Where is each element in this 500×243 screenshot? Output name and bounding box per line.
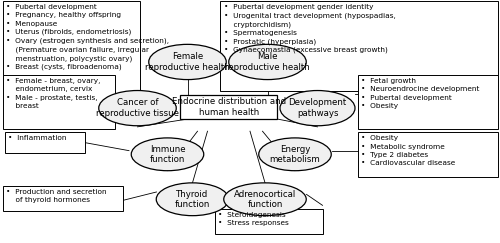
Ellipse shape	[156, 183, 229, 216]
Ellipse shape	[149, 44, 226, 80]
Text: •  Pubertal development gender identity
•  Urogenital tract development (hypospa: • Pubertal development gender identity •…	[224, 4, 395, 53]
Text: Cancer of
reproductive tissue: Cancer of reproductive tissue	[96, 98, 179, 118]
Text: •  Inflammation: • Inflammation	[8, 135, 67, 141]
Text: Endocrine distribution and
human health: Endocrine distribution and human health	[172, 97, 286, 117]
Ellipse shape	[280, 90, 355, 126]
Text: Male
reproductive health: Male reproductive health	[225, 52, 310, 72]
Text: Energy
metabolism: Energy metabolism	[270, 145, 320, 164]
FancyBboxPatch shape	[358, 132, 498, 177]
Ellipse shape	[259, 138, 331, 171]
FancyBboxPatch shape	[220, 1, 497, 91]
Text: •  Obesity
•  Metabolic syndrome
•  Type 2 diabetes
•  Cardiovascular disease: • Obesity • Metabolic syndrome • Type 2 …	[361, 135, 455, 166]
FancyBboxPatch shape	[2, 1, 140, 102]
Text: •  Pubertal development
•  Pregnancy, healthy offspring
•  Menopause
•  Uterus (: • Pubertal development • Pregnancy, heal…	[6, 4, 169, 70]
Text: •  Production and secretion
    of thyroid hormones: • Production and secretion of thyroid ho…	[6, 189, 106, 203]
Ellipse shape	[131, 138, 204, 171]
Text: Adrenocortical
function: Adrenocortical function	[234, 190, 296, 209]
FancyBboxPatch shape	[215, 209, 322, 234]
FancyBboxPatch shape	[2, 186, 122, 211]
Ellipse shape	[229, 44, 306, 80]
Text: Development
pathways: Development pathways	[288, 98, 346, 118]
FancyBboxPatch shape	[5, 132, 85, 153]
Text: Immune
function: Immune function	[150, 145, 186, 164]
Ellipse shape	[99, 90, 176, 126]
Text: Female
reproductive health: Female reproductive health	[145, 52, 230, 72]
FancyBboxPatch shape	[358, 75, 498, 129]
Ellipse shape	[224, 183, 306, 216]
Text: Thyroid
function: Thyroid function	[175, 190, 210, 209]
FancyBboxPatch shape	[2, 75, 115, 129]
FancyBboxPatch shape	[180, 95, 278, 119]
Text: •  Steroidogenesis
•  Stress responses: • Steroidogenesis • Stress responses	[218, 212, 289, 226]
Text: •  Fetal growth
•  Neuroendrocine development
•  Pubertal development
•  Obesity: • Fetal growth • Neuroendrocine developm…	[361, 78, 480, 109]
Text: •  Female - breast, ovary,
    endometrium, cervix
•  Male - prostate, testis,
 : • Female - breast, ovary, endometrium, c…	[6, 78, 100, 109]
